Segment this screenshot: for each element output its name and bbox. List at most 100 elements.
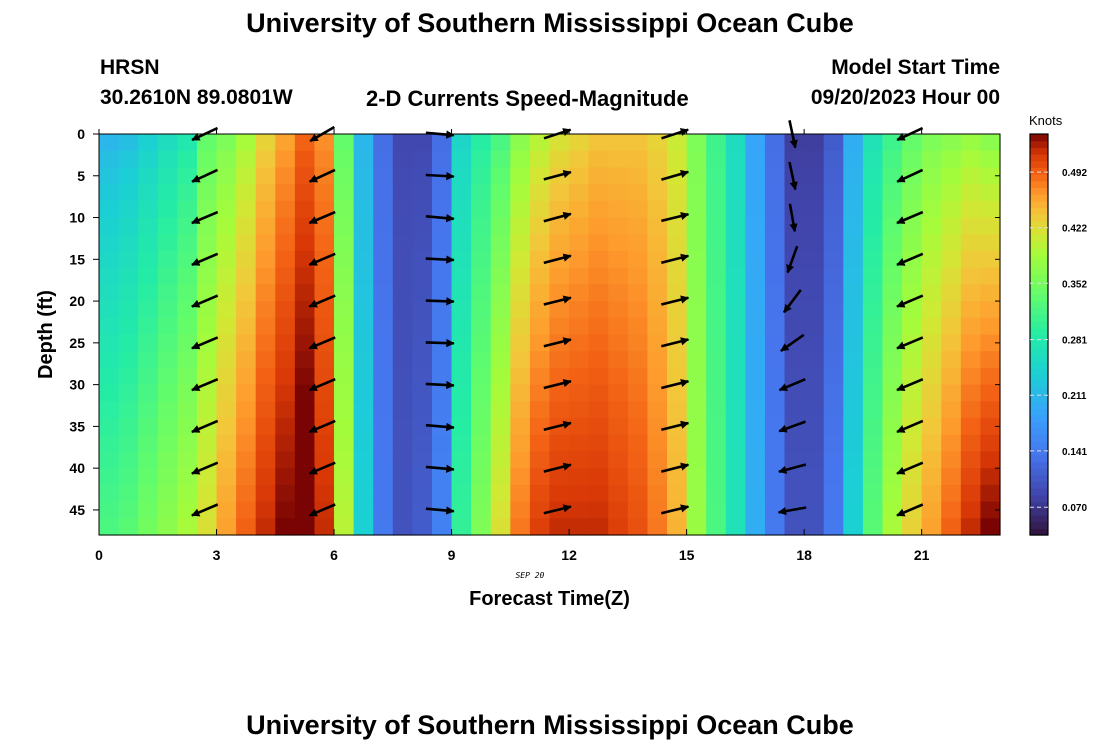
heatmap-cell (804, 518, 825, 536)
current-vector-arrow (308, 378, 336, 392)
heatmap-cell (686, 134, 707, 152)
heatmap-cell (745, 184, 766, 202)
y-tick-label: 40 (69, 460, 85, 476)
heatmap-cell (941, 367, 962, 386)
heatmap-cell (255, 184, 276, 202)
heatmap-cell (510, 267, 531, 285)
heatmap-cell (882, 434, 903, 453)
model-start-value: 09/20/2023 Hour 00 (810, 86, 1000, 109)
heatmap-cell (138, 334, 159, 352)
heatmap-cell (412, 301, 433, 319)
heatmap-cell (843, 334, 864, 352)
heatmap-cell (255, 484, 276, 503)
heatmap-cell (177, 484, 198, 503)
heatmap-cell (510, 301, 531, 319)
heatmap-cell (529, 518, 551, 536)
heatmap-cell (216, 184, 237, 202)
heatmap-cell (608, 184, 629, 202)
heatmap-cell (921, 501, 942, 519)
heatmap-cell (157, 367, 178, 386)
current-vector-arrow (308, 336, 336, 350)
heatmap-cell (334, 317, 355, 336)
heatmap-cell (157, 334, 178, 352)
heatmap-cell (314, 484, 335, 503)
heatmap-cell (99, 351, 120, 369)
heatmap-cell (647, 150, 668, 169)
heatmap-cell (216, 267, 237, 285)
heatmap-cell (804, 150, 825, 169)
heatmap-cell (373, 200, 394, 219)
heatmap-cell (647, 267, 668, 285)
heatmap-cell (588, 284, 609, 302)
heatmap-cell (451, 234, 472, 252)
current-vector-arrow (308, 419, 336, 434)
heatmap-cell (882, 451, 903, 469)
heatmap-cell (275, 217, 296, 235)
heatmap-cell (275, 418, 296, 436)
colorbar-segment (1030, 134, 1048, 142)
heatmap-cell (451, 484, 472, 503)
heatmap-cell (157, 134, 178, 152)
heatmap-cell (941, 518, 962, 536)
heatmap-cell (569, 134, 590, 152)
heatmap-cell (608, 451, 629, 469)
heatmap-cell (725, 250, 746, 269)
heatmap-cell (804, 301, 825, 319)
heatmap-cell (569, 451, 590, 469)
heatmap-cell (275, 434, 296, 453)
heatmap-cell (706, 184, 727, 202)
colorbar-segment (1030, 528, 1048, 536)
heatmap-cell (823, 234, 844, 252)
current-vector-arrow (425, 422, 455, 432)
heatmap-cell (451, 418, 472, 436)
heatmap-cell (882, 217, 903, 235)
colorbar-segment (1030, 274, 1048, 282)
heatmap-cell (255, 284, 276, 302)
heatmap-cell (529, 334, 551, 352)
heatmap-cell (392, 351, 413, 369)
heatmap-cell (902, 384, 923, 402)
heatmap-cell (725, 418, 746, 436)
heatmap-cell (941, 418, 962, 436)
heatmap-cell (823, 317, 844, 336)
heatmap-cell (118, 217, 139, 235)
heatmap-cell (627, 451, 649, 469)
heatmap-cell (412, 484, 433, 503)
colorbar-segment (1030, 254, 1048, 262)
heatmap-cell (118, 200, 139, 219)
heatmap-cell (608, 234, 629, 252)
heatmap-cell (118, 184, 139, 202)
heatmap-cell (980, 501, 1001, 519)
heatmap-cell (627, 134, 649, 152)
heatmap-cell (490, 200, 511, 219)
colorbar-tick-label: 0.492 (1062, 168, 1087, 179)
current-vector-arrow (896, 252, 924, 266)
heatmap-cell (431, 351, 453, 369)
heatmap-cell (314, 184, 335, 202)
heatmap-cell (706, 134, 727, 152)
heatmap-cell (608, 301, 629, 319)
heatmap-cell (686, 484, 707, 503)
heatmap-cell (980, 150, 1001, 169)
colorbar-tick-label: 0.211 (1062, 391, 1087, 402)
heatmap-cell (490, 401, 511, 419)
heatmap-cell (627, 184, 649, 202)
heatmap-cell (431, 384, 453, 402)
heatmap-cell (196, 267, 218, 285)
y-tick-label: 35 (69, 418, 85, 434)
heatmap-cell (823, 384, 844, 402)
heatmap-cell (216, 501, 237, 519)
heatmap-cell (314, 234, 335, 252)
heatmap-cell (882, 284, 903, 302)
heatmap-cell (431, 367, 453, 386)
heatmap-cell (294, 468, 316, 486)
heatmap-cell (216, 234, 237, 252)
heatmap-cell (862, 150, 884, 169)
heatmap-cell (138, 384, 159, 402)
heatmap-cell (667, 401, 688, 419)
heatmap-cell (686, 184, 707, 202)
colorbar-segment (1030, 200, 1048, 209)
heatmap-cell (196, 317, 218, 336)
heatmap-cell (823, 150, 844, 169)
heatmap-cell (706, 217, 727, 235)
